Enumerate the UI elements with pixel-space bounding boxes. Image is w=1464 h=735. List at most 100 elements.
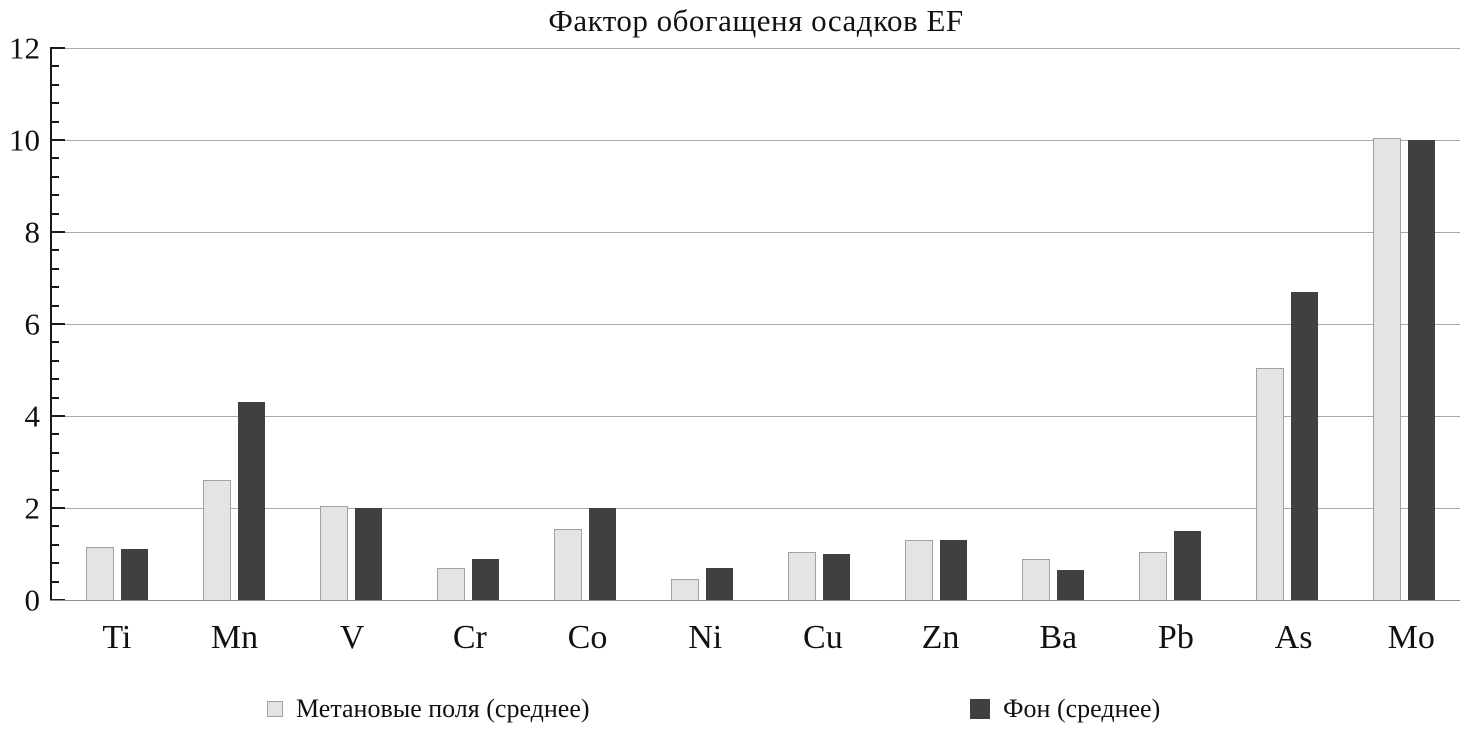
bar-Ni-series-2: [705, 567, 733, 600]
bar-group-Cr: [409, 48, 526, 600]
x-axis-label-Mo: Mo: [1387, 619, 1435, 656]
bar-group-Mo: [1345, 48, 1462, 600]
bar-As-series-2: [1290, 291, 1318, 600]
minor-tick-y: [50, 470, 59, 473]
legend-item-background: Фон (среднее): [970, 692, 1160, 726]
legend-swatch-background: [970, 699, 990, 719]
minor-tick-y: [50, 433, 59, 436]
y-axis-label-0: 0: [24, 582, 41, 618]
bar-Cu-series-2: [822, 554, 850, 600]
bar-group-Ni: [643, 48, 760, 600]
bar-Cr-series-2: [471, 558, 499, 600]
bar-group-Ba: [994, 48, 1111, 600]
minor-tick-y: [50, 194, 59, 197]
x-axis-label-Zn: Zn: [921, 619, 960, 656]
minor-tick-y: [50, 525, 59, 528]
major-tick-y: [50, 231, 65, 233]
bar-Pb-series-2: [1173, 531, 1201, 600]
bar-Ti-series-2: [120, 549, 148, 600]
major-tick-y: [50, 47, 65, 49]
y-axis-label-10: 10: [9, 122, 40, 158]
bar-group-Ti: [58, 48, 175, 600]
bar-group-Pb: [1111, 48, 1228, 600]
gridline-y-8: [50, 231, 1460, 233]
bar-Ti-series-1: [85, 547, 114, 600]
x-axis-label-Cr: Cr: [452, 619, 487, 656]
x-axis-line: [50, 600, 1460, 601]
minor-tick-y: [50, 102, 59, 105]
bar-group-Mn: [175, 48, 292, 600]
y-axis-line: [50, 48, 52, 600]
major-tick-y: [50, 139, 65, 141]
bar-Ni-series-1: [670, 579, 699, 600]
bar-Mn-series-2: [237, 402, 265, 600]
bar-As-series-1: [1255, 367, 1284, 600]
y-axis-label-12: 12: [9, 30, 40, 66]
y-axis-label-6: 6: [24, 306, 41, 342]
minor-tick-y: [50, 341, 59, 344]
bar-group-Cu: [760, 48, 877, 600]
minor-tick-y: [50, 580, 59, 583]
bar-Ba-series-1: [1021, 558, 1050, 600]
bar-Mn-series-1: [202, 480, 231, 600]
gridline-y-4: [50, 415, 1460, 417]
minor-tick-y: [50, 304, 59, 307]
minor-tick-y: [50, 120, 59, 123]
gridline-y-6: [50, 323, 1460, 325]
minor-tick-y: [50, 396, 59, 399]
legend-item-methane-fields: Метановые поля (среднее): [267, 692, 590, 726]
bar-Zn-series-2: [939, 540, 967, 600]
bar-Co-series-1: [553, 528, 582, 600]
x-axis-label-Co: Co: [567, 619, 608, 656]
minor-tick-y: [50, 488, 59, 491]
minor-tick-y: [50, 359, 59, 362]
minor-tick-y: [50, 267, 59, 270]
bar-group-As: [1228, 48, 1345, 600]
minor-tick-y: [50, 83, 59, 86]
x-axis-label-Mn: Mn: [210, 619, 259, 656]
x-axis-label-Ti: Ti: [102, 619, 132, 656]
x-axis-label-Cu: Cu: [803, 619, 843, 656]
bar-Mo-series-2: [1407, 140, 1435, 600]
minor-tick-y: [50, 157, 59, 160]
bar-Pb-series-1: [1138, 551, 1167, 600]
bar-Mo-series-1: [1372, 137, 1401, 600]
chart-title: Фактор обогащеня осадков EF: [548, 3, 964, 38]
x-axis-labels: Ti Mn V Cr Co Ni Cu Zn Ba Pb As Mo: [58, 616, 1464, 660]
legend-swatch-methane-fields: [267, 701, 283, 717]
bar-Co-series-2: [588, 508, 616, 600]
y-axis-label-8: 8: [24, 214, 41, 250]
major-tick-y: [50, 415, 65, 417]
x-axis-label-Ni: Ni: [688, 619, 723, 656]
y-axis-label-4: 4: [24, 398, 41, 434]
x-axis-label-Pb: Pb: [1157, 619, 1194, 656]
bar-group-Co: [526, 48, 643, 600]
x-axis-label-Ba: Ba: [1039, 619, 1078, 656]
x-axis-label-As: As: [1274, 619, 1313, 656]
bar-group-V: [292, 48, 409, 600]
bar-V-series-1: [319, 505, 348, 600]
y-axis-label-2: 2: [24, 490, 41, 526]
minor-tick-y: [50, 65, 59, 68]
legend-label-background: Фон (среднее): [1003, 694, 1161, 723]
bar-Cu-series-1: [787, 551, 816, 600]
major-tick-y: [50, 323, 65, 325]
minor-tick-y: [50, 286, 59, 289]
bar-V-series-2: [354, 508, 382, 600]
gridline-y-10: [50, 139, 1460, 141]
bars-container: [58, 48, 1462, 600]
major-tick-y: [50, 507, 65, 509]
plot-area: 0 2 4 6 8 10 12: [9, 33, 1462, 616]
minor-tick-y: [50, 175, 59, 178]
minor-tick-y: [50, 562, 59, 565]
bar-Zn-series-1: [904, 540, 933, 600]
minor-tick-y: [50, 249, 59, 252]
minor-tick-y: [50, 378, 59, 381]
bar-Cr-series-1: [436, 567, 465, 600]
legend-label-methane-fields: Метановые поля (среднее): [296, 694, 590, 723]
bar-Ba-series-2: [1056, 570, 1084, 600]
bar-group-Zn: [877, 48, 994, 600]
gridline-y-2: [50, 507, 1460, 509]
minor-tick-y: [50, 212, 59, 215]
